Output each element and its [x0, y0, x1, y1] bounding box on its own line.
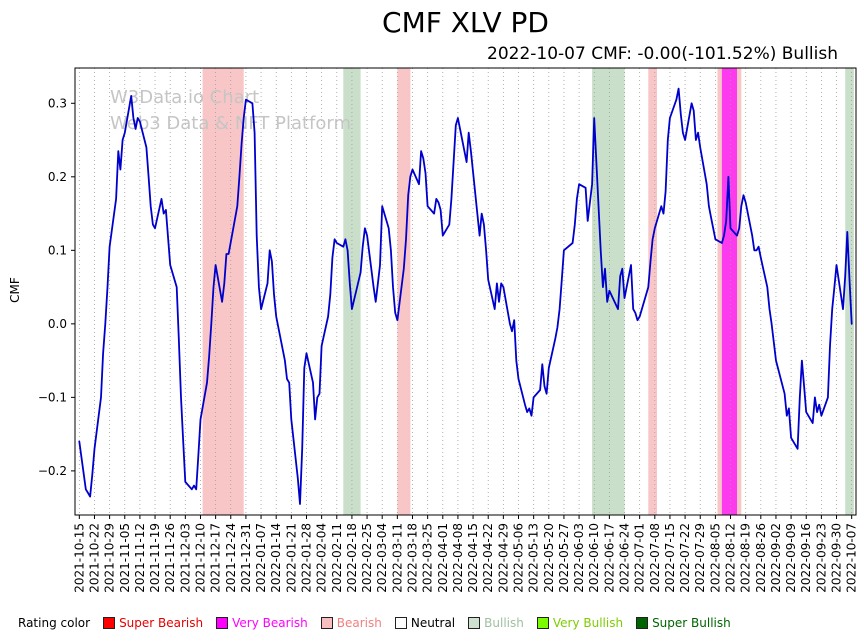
x-tick-label: 2022-06-03 [572, 523, 586, 593]
x-tick-label: 2022-04-22 [481, 523, 495, 593]
x-tick-label: 2022-04-15 [466, 523, 480, 593]
y-tick-label: 0.1 [48, 243, 67, 257]
x-tick-label: 2022-09-02 [769, 523, 783, 593]
very-bearish-swatch [216, 617, 229, 629]
axes-layer [74, 67, 857, 516]
bearish-swatch [320, 617, 333, 629]
very-bullish-swatch [536, 617, 549, 629]
chart-subtitle: 2022-10-07 CMF: -0.00(-101.52%) Bullish [487, 44, 838, 64]
y-tick-label: −0.1 [38, 390, 67, 404]
x-tick-label: 2021-12-03 [178, 523, 192, 593]
legend-item-label: Super Bullish [652, 616, 731, 630]
x-tick-label: 2022-08-05 [708, 523, 722, 593]
x-tick-label: 2022-01-21 [284, 523, 298, 593]
watermark: W3Data.io Chart Web3 Data & NFT Platform [110, 87, 351, 134]
x-tick-label: 2022-04-29 [496, 523, 510, 593]
legend-item-very-bearish: Very Bearish [216, 616, 308, 630]
y-tick-label: 0.3 [48, 96, 67, 110]
legend-item-label: Neutral [410, 616, 456, 630]
neutral-swatch [394, 617, 407, 629]
legend-item-bullish: Bullish [468, 616, 524, 630]
legend-item-label: Very Bullish [552, 616, 624, 630]
x-tick-label: 2022-09-09 [784, 523, 798, 593]
legend-item-bearish: Bearish [320, 616, 382, 630]
ticks-layer: 2021-10-15 2021-10-22 2021-10-29 2021-11-05… [38, 96, 859, 592]
x-tick-label: 2022-08-26 [754, 523, 768, 593]
rating-band-bearish [648, 68, 657, 515]
x-tick-label: 2022-03-18 [405, 523, 419, 593]
x-tick-label: 2021-12-17 [209, 523, 223, 593]
x-tick-label: 2022-09-23 [814, 523, 828, 593]
x-tick-label: 2022-07-29 [693, 523, 707, 593]
x-tick-label: 2022-05-13 [527, 523, 541, 593]
x-tick-label: 2022-08-19 [739, 523, 753, 593]
x-tick-label: 2022-03-25 [421, 523, 435, 593]
legend-item-label: Bullish [484, 616, 524, 630]
x-tick-label: 2022-07-08 [648, 523, 662, 593]
x-tick-label: 2022-02-18 [345, 523, 359, 593]
x-tick-label: 2022-06-10 [587, 523, 601, 593]
super-bearish-swatch [103, 617, 116, 629]
x-tick-label: 2021-11-19 [148, 523, 162, 593]
x-tick-label: 2022-01-07 [254, 523, 268, 593]
page-title: CMF XLV PD [382, 6, 549, 39]
x-tick-label: 2022-02-25 [360, 523, 374, 593]
x-tick-label: 2021-10-15 [72, 523, 86, 593]
x-tick-label: 2022-09-16 [799, 523, 813, 593]
x-tick-label: 2022-05-27 [557, 523, 571, 593]
x-tick-label: 2021-12-10 [193, 523, 207, 593]
x-tick-label: 2021-12-24 [224, 523, 238, 593]
x-tick-label: 2022-02-11 [330, 523, 344, 593]
x-tick-label: 2022-01-28 [299, 523, 313, 593]
rating-band-bearish [397, 68, 411, 515]
x-tick-label: 2022-07-15 [663, 523, 677, 593]
x-tick-label: 2022-08-12 [724, 523, 738, 593]
y-tick-label: 0.0 [48, 317, 67, 331]
legend-item-super-bearish: Super Bearish [103, 616, 203, 630]
x-tick-label: 2022-06-24 [618, 523, 632, 593]
x-tick-label: 2022-10-07 [845, 523, 859, 593]
x-tick-label: 2022-09-30 [830, 523, 844, 593]
x-tick-label: 2021-12-31 [239, 523, 253, 593]
legend-items: Super Bearish Very Bearish Bearish Neutral B… [103, 616, 731, 630]
bullish-swatch [468, 617, 481, 629]
x-tick-label: 2022-05-20 [542, 523, 556, 593]
x-tick-label: 2022-06-17 [602, 523, 616, 593]
rating-bands-layer [202, 68, 854, 515]
super-bullish-swatch [636, 617, 649, 629]
watermark-line2: Web3 Data & NFT Platform [110, 113, 351, 134]
rating-band-very-bearish [721, 68, 737, 515]
x-tick-label: 2021-11-26 [163, 523, 177, 593]
gridlines-layer [78, 68, 853, 515]
x-tick-label: 2022-02-04 [315, 523, 329, 593]
legend-item-neutral: Neutral [394, 616, 456, 630]
watermark-line1: W3Data.io Chart [110, 87, 259, 108]
x-tick-label: 2022-04-08 [451, 523, 465, 593]
legend-item-label: Super Bearish [119, 616, 204, 630]
x-tick-label: 2022-04-01 [436, 523, 450, 593]
rating-legend: Rating color Super Bearish Very Bearish Be… [18, 616, 731, 630]
x-tick-label: 2022-05-06 [512, 523, 526, 593]
x-tick-label: 2022-03-04 [375, 523, 389, 593]
legend-item-very-bullish: Very Bullish [536, 616, 624, 630]
legend-item-super-bullish: Super Bullish [636, 616, 731, 630]
x-tick-label: 2022-07-01 [633, 523, 647, 593]
cmf-series-line [78, 87, 853, 505]
rating-band-bullish [343, 68, 361, 515]
x-tick-label: 2022-01-14 [269, 523, 283, 593]
legend-item-label: Bearish [336, 616, 382, 630]
x-tick-label: 2021-10-29 [103, 523, 117, 593]
x-tick-label: 2021-11-05 [118, 523, 132, 593]
x-tick-label: 2021-11-12 [133, 523, 147, 593]
legend-item-label: Very Bearish [232, 616, 308, 630]
x-tick-label: 2021-10-22 [87, 523, 101, 593]
series-layer [78, 87, 853, 505]
plot-frame [74, 67, 857, 516]
x-tick-label: 2022-03-11 [390, 523, 404, 593]
legend-title: Rating color [18, 616, 91, 630]
y-tick-label: −0.2 [38, 464, 67, 478]
y-tick-label: 0.2 [48, 170, 67, 184]
x-tick-label: 2022-07-22 [678, 523, 692, 593]
